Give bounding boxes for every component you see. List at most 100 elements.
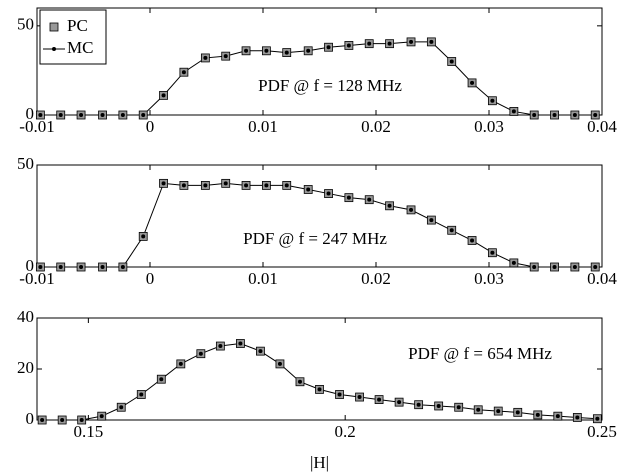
mc-marker — [38, 113, 43, 117]
mc-marker — [58, 265, 63, 269]
x-tick-label: 0 — [146, 117, 155, 136]
mc-marker — [141, 234, 146, 239]
mc-marker — [397, 400, 402, 405]
mc-marker — [139, 392, 144, 397]
mc-marker — [449, 59, 454, 64]
legend-mc-marker — [52, 47, 56, 51]
mc-marker — [218, 344, 223, 349]
mc-marker — [409, 39, 414, 44]
mc-marker — [119, 405, 124, 410]
mc-marker — [436, 403, 441, 408]
annotation: PDF @ f = 654 MHz — [408, 344, 552, 363]
mc-marker — [357, 395, 362, 400]
mc-marker — [367, 41, 372, 46]
x-tick-label: 0.2 — [335, 422, 356, 441]
mc-marker — [181, 70, 186, 75]
mc-marker — [449, 228, 454, 233]
mc-marker — [264, 183, 269, 188]
mc-marker — [511, 260, 516, 265]
legend-box — [39, 9, 107, 65]
mc-marker — [532, 113, 537, 117]
mc-marker — [40, 418, 45, 422]
mc-marker — [575, 415, 580, 420]
y-tick-label: 0 — [26, 256, 35, 275]
mc-marker — [258, 349, 263, 354]
x-tick-label: 0.03 — [474, 117, 504, 136]
mc-marker — [387, 41, 392, 46]
mc-marker — [181, 183, 186, 188]
mc-marker — [120, 265, 125, 269]
mc-marker — [79, 113, 84, 117]
mc-marker — [552, 113, 557, 117]
mc-marker — [79, 265, 84, 269]
mc-marker — [284, 50, 289, 55]
x-tick-label: 0.25 — [587, 422, 617, 441]
x-tick-label: 0.02 — [361, 117, 391, 136]
x-tick-label: 0.01 — [248, 269, 278, 288]
x-tick-label: 0.02 — [361, 269, 391, 288]
legend-pc-marker — [49, 22, 59, 32]
x-tick-label: 0.04 — [587, 269, 617, 288]
mc-marker — [515, 410, 520, 415]
mc-marker — [377, 397, 382, 402]
annotation: PDF @ f = 247 MHz — [243, 229, 387, 248]
mc-marker — [470, 238, 475, 243]
x-axis-label: |H| — [310, 453, 329, 472]
mc-marker — [337, 392, 342, 397]
x-tick-label: 0 — [146, 269, 155, 288]
mc-marker — [223, 181, 228, 186]
mc-marker — [161, 93, 166, 98]
mc-marker — [198, 351, 203, 356]
mc-marker — [470, 80, 475, 85]
mc-marker — [490, 98, 495, 103]
x-tick-label: 0.04 — [587, 117, 617, 136]
mc-marker — [572, 265, 577, 269]
mc-marker — [555, 414, 560, 419]
mc-marker — [38, 265, 43, 269]
x-tick-label: -0.01 — [19, 269, 54, 288]
mc-marker — [317, 387, 322, 392]
annotation: PDF @ f = 128 MHz — [258, 76, 402, 95]
mc-marker — [203, 183, 208, 188]
y-tick-label: 0 — [26, 409, 35, 428]
mc-marker — [476, 407, 481, 412]
y-tick-label: 50 — [17, 154, 34, 173]
mc-marker — [141, 113, 146, 117]
mc-marker — [161, 181, 166, 186]
mc-marker — [595, 416, 600, 421]
mc-marker — [409, 207, 414, 212]
x-tick-label: -0.01 — [19, 117, 54, 136]
mc-marker — [238, 341, 243, 346]
mc-marker — [306, 187, 311, 192]
mc-marker — [223, 54, 228, 59]
mc-marker — [244, 183, 249, 188]
mc-marker — [120, 113, 125, 117]
mc-marker — [326, 191, 331, 196]
mc-marker — [60, 418, 65, 422]
mc-marker — [100, 265, 105, 269]
mc-marker — [367, 197, 372, 202]
x-tick-label: 0.01 — [248, 117, 278, 136]
mc-marker — [456, 405, 461, 410]
mc-marker — [297, 379, 302, 384]
mc-marker — [429, 218, 434, 223]
y-tick-label: 20 — [17, 358, 34, 377]
y-tick-label: 40 — [17, 307, 34, 326]
x-tick-label: 0.15 — [73, 422, 103, 441]
mc-marker — [264, 48, 269, 53]
mc-marker — [99, 414, 104, 419]
mc-marker — [277, 361, 282, 366]
legend-label: MC — [67, 38, 93, 57]
mc-marker — [593, 265, 598, 269]
mc-marker — [203, 55, 208, 60]
mc-marker — [178, 361, 183, 366]
mc-marker — [306, 48, 311, 53]
x-tick-label: 0.03 — [474, 269, 504, 288]
mc-marker — [284, 183, 289, 188]
mc-marker — [429, 39, 434, 44]
mc-marker — [79, 418, 84, 422]
mc-marker — [58, 113, 63, 117]
mc-line — [40, 182, 596, 268]
mc-marker — [387, 203, 392, 208]
